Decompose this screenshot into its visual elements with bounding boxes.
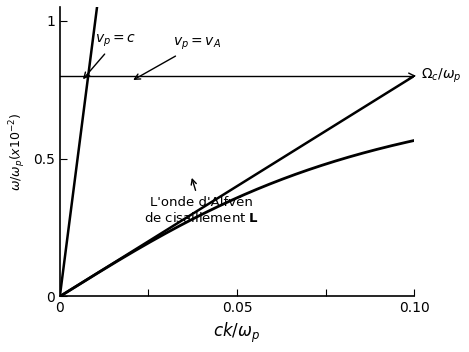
Text: $v_p = v_A$: $v_p = v_A$	[135, 36, 221, 79]
Text: $v_p = c$: $v_p = c$	[84, 33, 136, 78]
Y-axis label: $\omega/\omega_p(x10^{-2})$: $\omega/\omega_p(x10^{-2})$	[7, 113, 28, 191]
X-axis label: $ck/\omega_p$: $ck/\omega_p$	[213, 321, 261, 345]
Text: $\Omega_c/\omega_p$: $\Omega_c/\omega_p$	[408, 67, 462, 85]
Text: L'onde d'Alfvèn
de cisaillement $\mathbf{L}$: L'onde d'Alfvèn de cisaillement $\mathbf…	[144, 179, 259, 225]
